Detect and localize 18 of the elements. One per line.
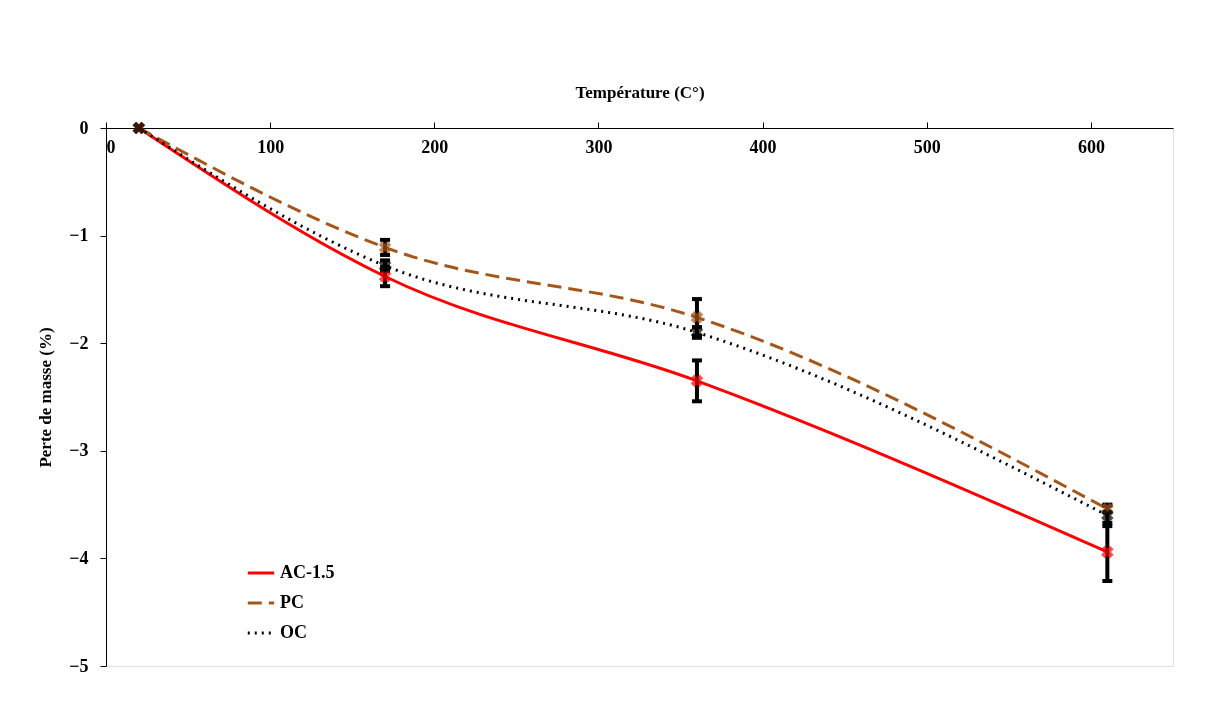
y-tick-label: −2	[69, 332, 89, 353]
x-tick-label: 200	[421, 136, 449, 157]
x-tick-label: 300	[585, 136, 613, 157]
x-tick-label: 600	[1077, 136, 1105, 157]
legend-label: OC	[280, 622, 307, 642]
y-tick-label: −1	[69, 225, 89, 246]
y-tick-label: 0	[79, 117, 89, 138]
legend-label: PC	[280, 592, 304, 612]
x-tick-label: 400	[749, 136, 777, 157]
legend-label: AC-1.5	[280, 562, 335, 582]
x-tick-label: 500	[913, 136, 941, 157]
y-tick-label: −5	[69, 655, 89, 676]
x-tick-label: 0	[106, 136, 116, 157]
x-axis-title: Température (C°)	[575, 83, 705, 102]
x-tick-label: 100	[257, 136, 285, 157]
y-tick-label: −4	[69, 547, 89, 568]
y-axis-title: Perte de masse (%)	[36, 327, 56, 468]
y-tick-label: −3	[69, 440, 89, 461]
